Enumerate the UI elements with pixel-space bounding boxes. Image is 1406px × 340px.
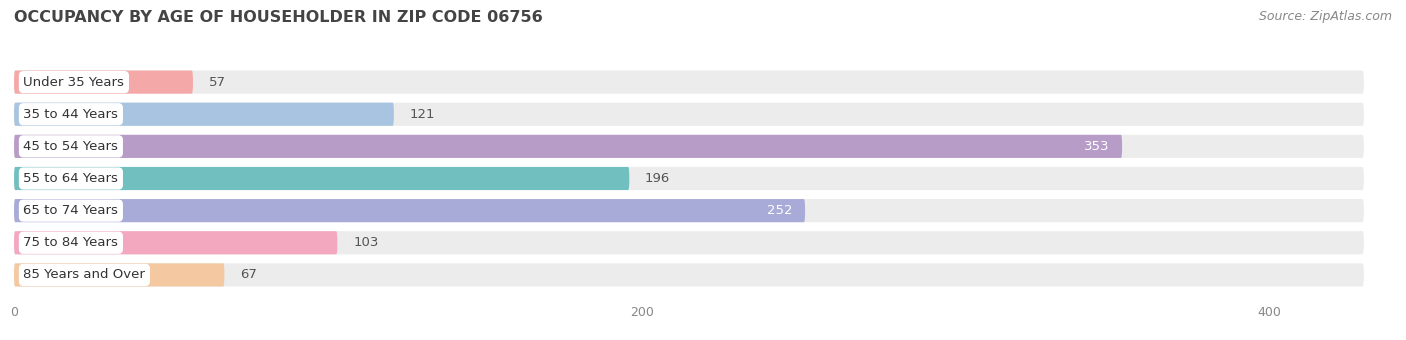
Text: 121: 121 bbox=[409, 108, 434, 121]
Text: 57: 57 bbox=[208, 75, 226, 89]
Text: 196: 196 bbox=[645, 172, 671, 185]
FancyBboxPatch shape bbox=[14, 167, 630, 190]
FancyBboxPatch shape bbox=[14, 199, 1364, 222]
FancyBboxPatch shape bbox=[14, 264, 1364, 287]
FancyBboxPatch shape bbox=[14, 264, 225, 287]
FancyBboxPatch shape bbox=[14, 167, 1364, 190]
FancyBboxPatch shape bbox=[14, 103, 394, 126]
FancyBboxPatch shape bbox=[14, 103, 1364, 126]
Text: 103: 103 bbox=[353, 236, 378, 249]
FancyBboxPatch shape bbox=[14, 135, 1122, 158]
Text: 85 Years and Over: 85 Years and Over bbox=[24, 268, 145, 282]
FancyBboxPatch shape bbox=[14, 135, 1364, 158]
Text: 55 to 64 Years: 55 to 64 Years bbox=[24, 172, 118, 185]
Text: Source: ZipAtlas.com: Source: ZipAtlas.com bbox=[1258, 10, 1392, 23]
Text: 353: 353 bbox=[1084, 140, 1109, 153]
Text: 75 to 84 Years: 75 to 84 Years bbox=[24, 236, 118, 249]
FancyBboxPatch shape bbox=[14, 231, 337, 254]
Text: 65 to 74 Years: 65 to 74 Years bbox=[24, 204, 118, 217]
FancyBboxPatch shape bbox=[14, 231, 1364, 254]
Text: Under 35 Years: Under 35 Years bbox=[24, 75, 124, 89]
Text: 35 to 44 Years: 35 to 44 Years bbox=[24, 108, 118, 121]
FancyBboxPatch shape bbox=[14, 70, 193, 94]
Text: 67: 67 bbox=[240, 268, 257, 282]
FancyBboxPatch shape bbox=[14, 199, 806, 222]
Text: OCCUPANCY BY AGE OF HOUSEHOLDER IN ZIP CODE 06756: OCCUPANCY BY AGE OF HOUSEHOLDER IN ZIP C… bbox=[14, 10, 543, 25]
FancyBboxPatch shape bbox=[14, 70, 1364, 94]
Text: 252: 252 bbox=[768, 204, 793, 217]
Text: 45 to 54 Years: 45 to 54 Years bbox=[24, 140, 118, 153]
